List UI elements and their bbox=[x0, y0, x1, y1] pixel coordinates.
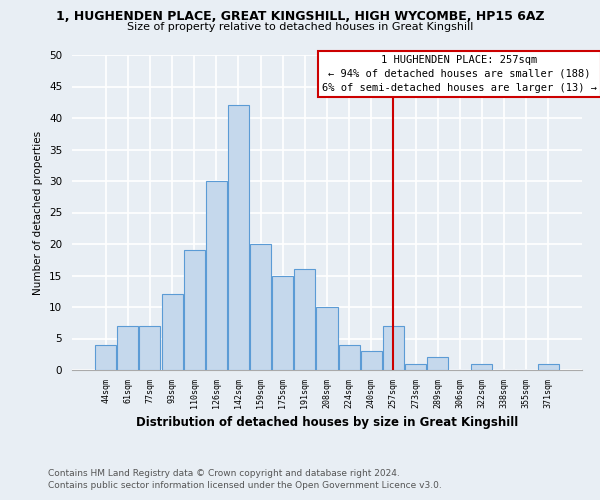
Bar bbox=[161, 294, 182, 370]
Bar bbox=[295, 269, 316, 370]
Bar bbox=[383, 326, 404, 370]
Bar bbox=[538, 364, 559, 370]
Y-axis label: Number of detached properties: Number of detached properties bbox=[34, 130, 43, 294]
Text: 1 HUGHENDEN PLACE: 257sqm
← 94% of detached houses are smaller (188)
6% of semi-: 1 HUGHENDEN PLACE: 257sqm ← 94% of detac… bbox=[322, 55, 597, 93]
Bar bbox=[427, 358, 448, 370]
Bar bbox=[405, 364, 426, 370]
Text: Contains HM Land Registry data © Crown copyright and database right 2024.
Contai: Contains HM Land Registry data © Crown c… bbox=[48, 468, 442, 490]
Bar bbox=[228, 106, 249, 370]
Bar bbox=[95, 345, 116, 370]
Bar bbox=[472, 364, 493, 370]
Bar bbox=[272, 276, 293, 370]
Bar bbox=[118, 326, 139, 370]
Bar bbox=[184, 250, 205, 370]
Bar bbox=[316, 307, 338, 370]
Bar bbox=[361, 351, 382, 370]
Text: Size of property relative to detached houses in Great Kingshill: Size of property relative to detached ho… bbox=[127, 22, 473, 32]
Text: 1, HUGHENDEN PLACE, GREAT KINGSHILL, HIGH WYCOMBE, HP15 6AZ: 1, HUGHENDEN PLACE, GREAT KINGSHILL, HIG… bbox=[56, 10, 544, 23]
Bar bbox=[139, 326, 160, 370]
Bar bbox=[250, 244, 271, 370]
Bar bbox=[338, 345, 359, 370]
Bar bbox=[206, 181, 227, 370]
X-axis label: Distribution of detached houses by size in Great Kingshill: Distribution of detached houses by size … bbox=[136, 416, 518, 429]
